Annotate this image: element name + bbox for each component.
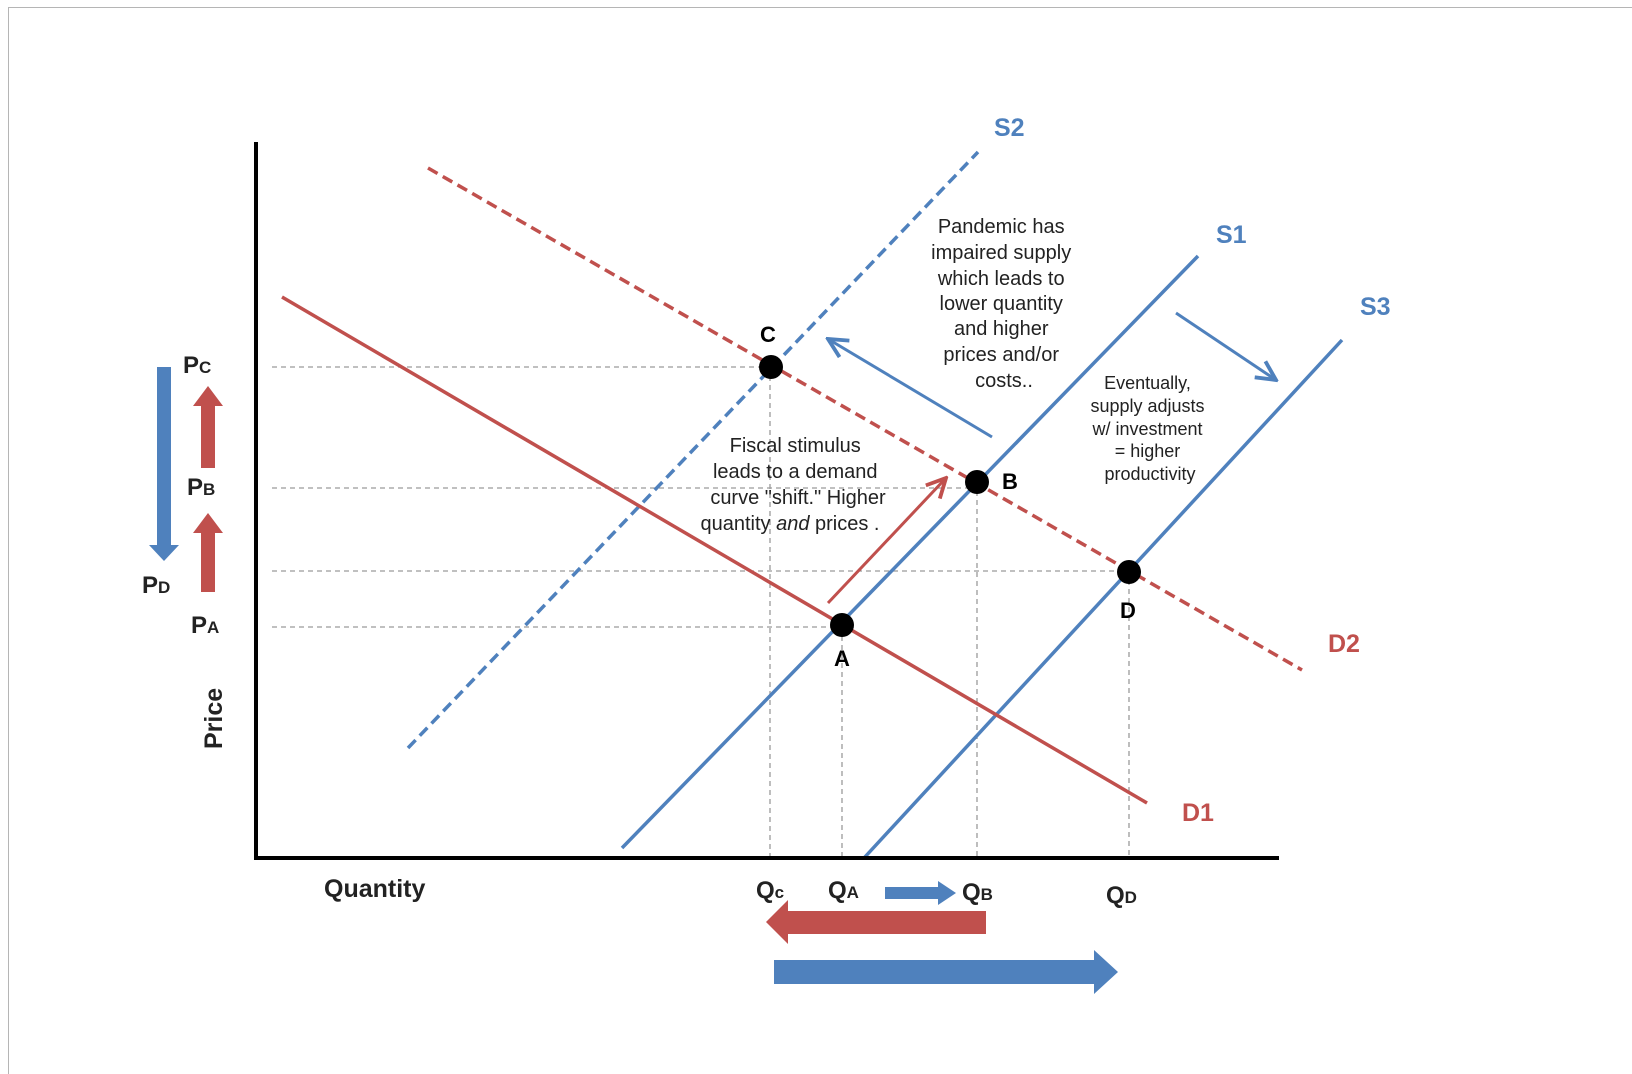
- tick-pa: PA: [191, 612, 219, 639]
- tick-qb: QB: [962, 879, 993, 906]
- label-s3: S3: [1360, 293, 1391, 321]
- label-s2: S2: [994, 114, 1025, 142]
- supply-shift-arrow-left: [828, 339, 993, 439]
- price-movement-arrows: [149, 367, 223, 592]
- stimulus-note-line: Fiscal stimulus: [730, 435, 861, 457]
- point-b-marker: [965, 470, 989, 494]
- point-d-label: D: [1120, 598, 1136, 623]
- tick-pc-main: P: [183, 352, 199, 379]
- tick-qb-main: Q: [962, 879, 981, 906]
- stimulus-note-post: prices .: [809, 513, 879, 535]
- pandemic-note-line: lower quantity: [940, 293, 1063, 315]
- pandemic-note-line: Pandemic has: [938, 216, 1065, 238]
- tick-pb: PB: [187, 474, 215, 501]
- eventually-note: Eventually, supply adjusts w/ investment…: [1090, 373, 1209, 484]
- tick-qb-sub: B: [981, 885, 993, 904]
- stimulus-note-line: curve "shift." Higher: [710, 487, 886, 509]
- price-guides: [272, 366, 1126, 628]
- tick-pd-sub: D: [158, 578, 170, 597]
- blue-down-arrow: [149, 367, 179, 561]
- label-s1: S1: [1216, 221, 1247, 249]
- tick-qa-sub: A: [847, 883, 859, 902]
- tick-qd-sub: D: [1125, 888, 1137, 907]
- tick-qc-main: Q: [756, 877, 775, 904]
- tick-pa-main: P: [191, 612, 207, 639]
- point-b-label: B: [1002, 469, 1018, 494]
- red-up-arrow-bottom: [193, 513, 223, 592]
- point-d-marker: [1117, 560, 1141, 584]
- demand-curve-d1: [281, 295, 1148, 805]
- pandemic-note-line: and higher: [954, 318, 1049, 340]
- label-d2: D2: [1328, 630, 1360, 658]
- tick-qd: QD: [1106, 882, 1137, 909]
- point-c-marker: [759, 355, 783, 379]
- pandemic-note-line: which leads to: [937, 268, 1065, 290]
- tick-qa-main: Q: [828, 877, 847, 904]
- eventually-note-line: w/ investment: [1091, 419, 1202, 439]
- tick-qd-main: Q: [1106, 882, 1125, 909]
- supply-curve-s1: [620, 254, 1200, 850]
- tick-pd-main: P: [142, 572, 158, 599]
- quantity-guides: [769, 367, 1130, 858]
- tick-qc: Qc: [756, 877, 784, 904]
- tick-qa: QA: [828, 877, 859, 904]
- tick-pc: PC: [183, 352, 211, 379]
- x-axis-label: Quantity: [324, 875, 425, 903]
- point-c-label: C: [760, 322, 776, 347]
- red-left-arrow: [766, 900, 986, 944]
- stimulus-note-em: and: [776, 513, 810, 535]
- eventually-note-line: supply adjusts: [1090, 396, 1204, 416]
- tick-pa-sub: A: [207, 618, 219, 637]
- tick-pd: PD: [142, 572, 170, 599]
- pandemic-note-line: prices and/or: [943, 344, 1059, 366]
- red-up-arrow-top: [193, 386, 223, 468]
- quantity-movement-arrows: [766, 881, 1118, 994]
- pandemic-note: Pandemic has impaired supply which leads…: [931, 216, 1077, 392]
- supply-shift-arrow-right: [1175, 311, 1276, 380]
- pandemic-note-line: costs..: [975, 370, 1033, 392]
- supply-curve-s2: [406, 150, 980, 750]
- stimulus-note-line: leads to a demand: [713, 461, 878, 483]
- eventually-note-line: = higher: [1115, 441, 1181, 461]
- pandemic-note-line: impaired supply: [931, 242, 1071, 264]
- supply-curve-s3: [862, 338, 1344, 860]
- label-d1: D1: [1182, 799, 1214, 827]
- demand-curve-d2: [427, 166, 1303, 672]
- stimulus-note-last-line: quantity and prices .: [700, 513, 879, 535]
- y-axis-label: Price: [200, 688, 228, 749]
- small-blue-right-arrow: [885, 881, 956, 905]
- tick-pc-sub: C: [199, 358, 211, 377]
- stimulus-note: Fiscal stimulus leads to a demand curve …: [710, 435, 886, 509]
- big-blue-right-arrow: [774, 950, 1118, 994]
- eventually-note-line: productivity: [1104, 464, 1195, 484]
- tick-pb-sub: B: [203, 480, 215, 499]
- slide-frame: [8, 7, 1632, 1074]
- stimulus-note-pre: quantity: [700, 513, 776, 535]
- eventually-note-line: Eventually,: [1104, 373, 1191, 393]
- demand-shift-arrow: [826, 478, 946, 605]
- tick-qc-sub: c: [775, 883, 784, 902]
- point-a-marker: [830, 613, 854, 637]
- tick-pb-main: P: [187, 474, 203, 501]
- point-a-label: A: [834, 646, 850, 671]
